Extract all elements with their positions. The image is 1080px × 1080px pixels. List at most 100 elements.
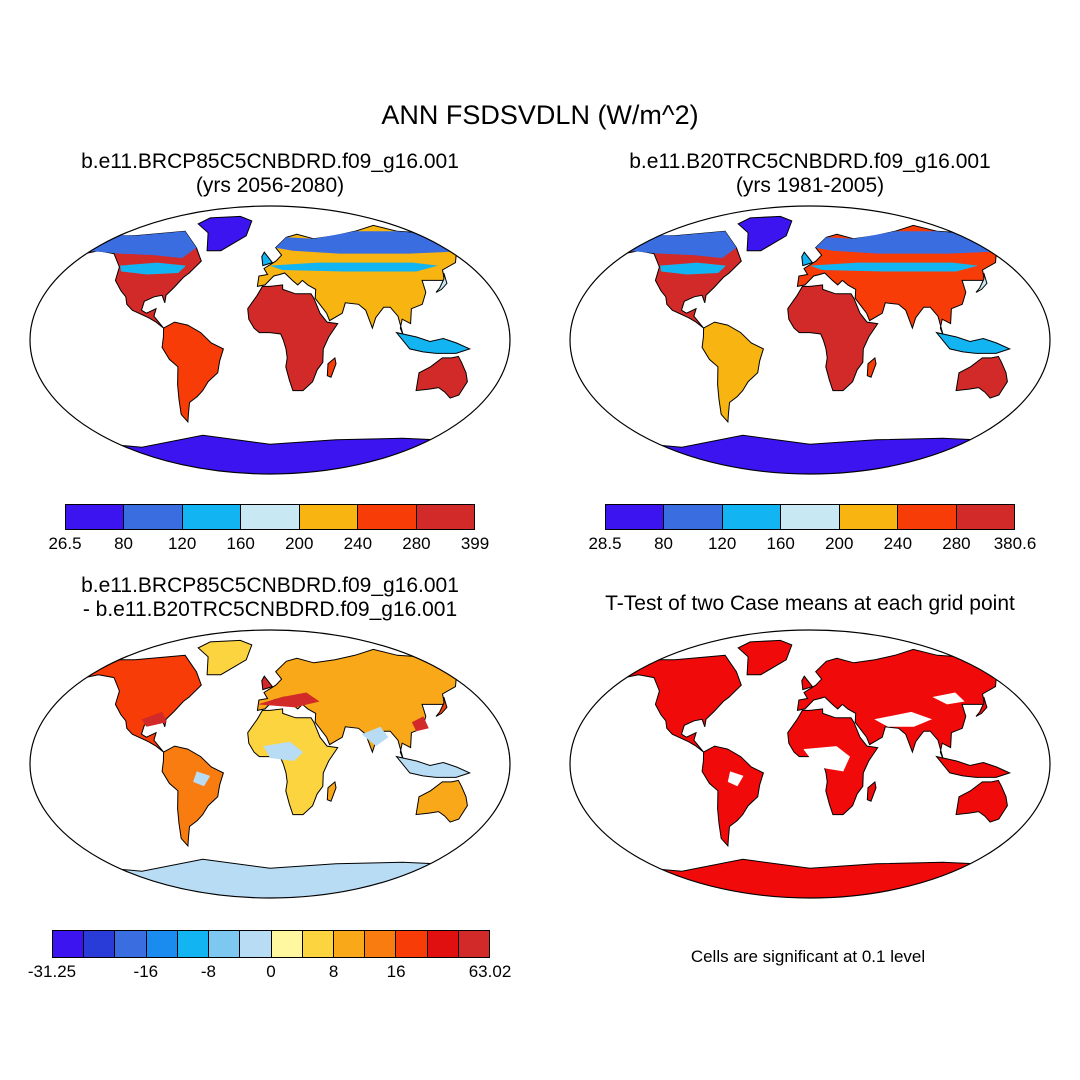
- namerica-landmass: [621, 654, 742, 753]
- indonesia-landmass: [935, 755, 1012, 778]
- map-border: [569, 205, 1051, 475]
- colorbar-tick-label: 26.5: [48, 534, 82, 553]
- samerica-landmass: [161, 321, 225, 424]
- colorbar-swatch: [333, 931, 366, 957]
- colorbar-swatch: [53, 931, 85, 957]
- colorbar-tick-label: 120: [707, 534, 737, 553]
- colorbar-tick-label: -31.25: [27, 962, 77, 981]
- colorbar-swatch: [358, 505, 417, 529]
- madagascar-landmass: [326, 780, 337, 802]
- colorbar-swatch: [241, 505, 300, 529]
- colorbar-tick-label: 280: [942, 534, 971, 553]
- colorbar-swatch: [606, 505, 665, 529]
- colorbar-tick-label: 28.5: [588, 534, 622, 553]
- colorbar-swatch: [299, 505, 359, 529]
- colorbar-tick-label: -8: [200, 962, 216, 981]
- colorbar-tick-label: 63.02: [468, 962, 512, 981]
- eurasia-landmass: [256, 648, 473, 760]
- greenland-landmass: [197, 215, 253, 252]
- colorbar-swatch: [115, 931, 147, 957]
- colorbar-tick-label: 240: [343, 534, 373, 553]
- greenland-landmass: [737, 215, 793, 252]
- colorbar-tick-label: 240: [883, 534, 913, 553]
- colorbar-swatch: [722, 505, 782, 529]
- panel-4-map: [569, 629, 1051, 899]
- panel-4-note: Cells are significant at 0.1 level: [690, 947, 926, 966]
- panel-3-title-line2: - b.e11.B20TRC5CNBDRD.f09_g16.001: [82, 598, 458, 621]
- colorbar-swatch: [898, 505, 957, 529]
- australia-landmass: [955, 779, 1008, 823]
- colorbar-swatch: [839, 505, 899, 529]
- colorbar-swatch: [209, 931, 241, 957]
- colorbar-swatch: [664, 505, 723, 529]
- africa-landmass: [247, 284, 339, 392]
- colorbar-tick-label: -16: [133, 962, 159, 981]
- panel-1-colorbar: [65, 504, 475, 530]
- colorbar-swatch: [458, 931, 490, 957]
- uk-landmass: [261, 675, 274, 691]
- panel-1-title: b.e11.BRCP85C5CNBDRD.f09_g16.001 (yrs 20…: [30, 150, 510, 198]
- colorbar-swatch: [956, 505, 1014, 529]
- panel-1-map: [29, 205, 511, 475]
- greenland-landmass: [197, 639, 253, 676]
- colorbar-swatch: [66, 505, 125, 529]
- colorbar-swatch: [84, 931, 116, 957]
- namerica-landmass: [81, 654, 202, 753]
- colorbar-swatch: [365, 931, 397, 957]
- colorbar-swatch: [240, 931, 272, 957]
- panel-2-title-line1: b.e11.B20TRC5CNBDRD.f09_g16.001: [629, 150, 991, 173]
- colorbar-swatch: [182, 505, 242, 529]
- colorbar-swatch: [271, 931, 303, 957]
- panel-4-title-line1: T-Test of two Case means at each grid po…: [605, 592, 1015, 615]
- colorbar-tick-label: 120: [167, 534, 197, 553]
- panel-2-title-line2: (yrs 1981-2005): [735, 174, 885, 197]
- panel-3-colorbar: [52, 930, 490, 958]
- colorbar-swatch: [124, 505, 183, 529]
- madagascar-landmass: [866, 356, 877, 378]
- panel-1-title-line1: b.e11.BRCP85C5CNBDRD.f09_g16.001: [81, 150, 459, 173]
- japan-landmass: [975, 696, 988, 717]
- colorbar-tick-label: 16: [386, 962, 406, 981]
- samerica-landmass: [701, 745, 765, 848]
- colorbar-swatch: [416, 505, 474, 529]
- eurasia-landmass: [796, 648, 1013, 760]
- panel-2-title: b.e11.B20TRC5CNBDRD.f09_g16.001 (yrs 198…: [570, 150, 1050, 198]
- colorbar-swatch: [427, 931, 459, 957]
- map-border: [29, 629, 511, 899]
- madagascar-landmass: [326, 356, 337, 378]
- panel-2-map: [569, 205, 1051, 475]
- uk-landmass: [801, 251, 814, 267]
- samerica-landmass: [161, 745, 225, 848]
- panel-3-title: b.e11.BRCP85C5CNBDRD.f09_g16.001 - b.e11…: [30, 574, 510, 622]
- colorbar-tick-label: 160: [766, 534, 795, 553]
- colorbar-tick-label: 80: [654, 534, 674, 553]
- colorbar-tick-label: 399: [460, 534, 490, 553]
- panel-3-title-line1: b.e11.BRCP85C5CNBDRD.f09_g16.001: [81, 574, 459, 597]
- colorbar-swatch: [146, 931, 178, 957]
- map-border: [569, 629, 1051, 899]
- colorbar-tick-label: 200: [825, 534, 854, 553]
- map-border: [29, 205, 511, 475]
- panel-1-title-line2: (yrs 2056-2080): [195, 174, 345, 197]
- australia-landmass: [955, 355, 1008, 399]
- japan-landmass: [975, 272, 988, 293]
- japan-landmass: [435, 696, 448, 717]
- colorbar-tick-label: 200: [285, 534, 314, 553]
- colorbar-swatch: [396, 931, 428, 957]
- indonesia-landmass: [935, 331, 1012, 354]
- colorbar-tick-label: 280: [402, 534, 431, 553]
- indonesia-landmass: [395, 755, 472, 778]
- africa-landmass: [787, 284, 879, 392]
- colorbar-tick-label: 0: [266, 962, 276, 981]
- australia-landmass: [415, 355, 468, 399]
- colorbar-tick-label: 8: [328, 962, 339, 981]
- madagascar-landmass: [866, 780, 877, 802]
- colorbar-tick-label: 160: [226, 534, 255, 553]
- uk-landmass: [261, 251, 274, 267]
- australia-landmass: [415, 779, 468, 823]
- samerica-landmass: [701, 321, 765, 424]
- colorbar-tick-label: 380.6: [993, 534, 1037, 553]
- colorbar-swatch: [302, 931, 334, 957]
- colorbar-tick-label: 80: [114, 534, 134, 553]
- japan-landmass: [435, 272, 448, 293]
